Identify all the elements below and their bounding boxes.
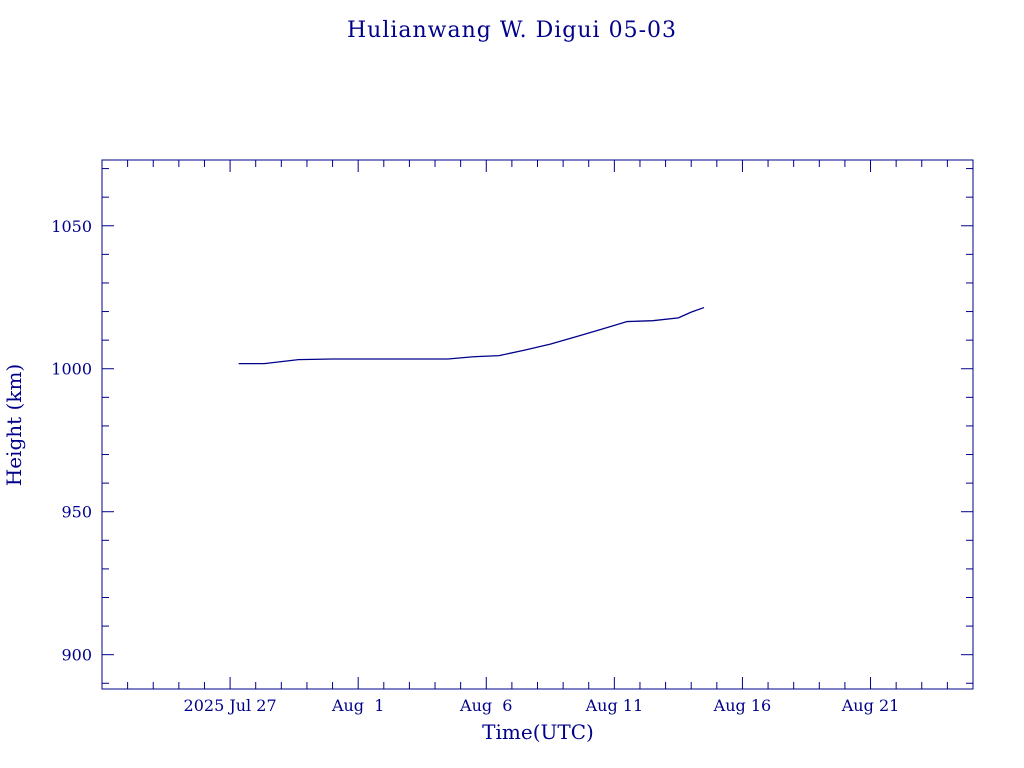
y-tick-label: 1000	[51, 360, 92, 379]
plot-frame	[101, 159, 974, 690]
x-tick-label: Aug 11	[585, 696, 644, 715]
y-tick-label: 950	[61, 503, 92, 522]
x-tick-label: Aug 16	[713, 696, 772, 715]
x-axis-label: Time(UTC)	[482, 720, 594, 744]
x-tick-label: Aug 6	[459, 696, 512, 715]
x-tick-label: Aug 21	[841, 696, 900, 715]
y-tick-label: 900	[61, 646, 92, 665]
x-tick-label: 2025 Jul 27	[184, 696, 277, 715]
y-axis: 900 950 1000 1050	[51, 168, 973, 684]
series-layer	[238, 306, 705, 365]
x-tick-label: Aug 1	[331, 696, 384, 715]
y-tick-label: 1050	[51, 217, 92, 236]
series-line	[238, 306, 705, 365]
chart-title: Hulianwang W. Digui 05-03	[347, 18, 677, 43]
x-axis: 2025 Jul 27 Aug 1 Aug 6 Aug 11 Aug 16 Aug 21	[127, 160, 948, 715]
y-axis-label: Height (km)	[2, 364, 26, 486]
